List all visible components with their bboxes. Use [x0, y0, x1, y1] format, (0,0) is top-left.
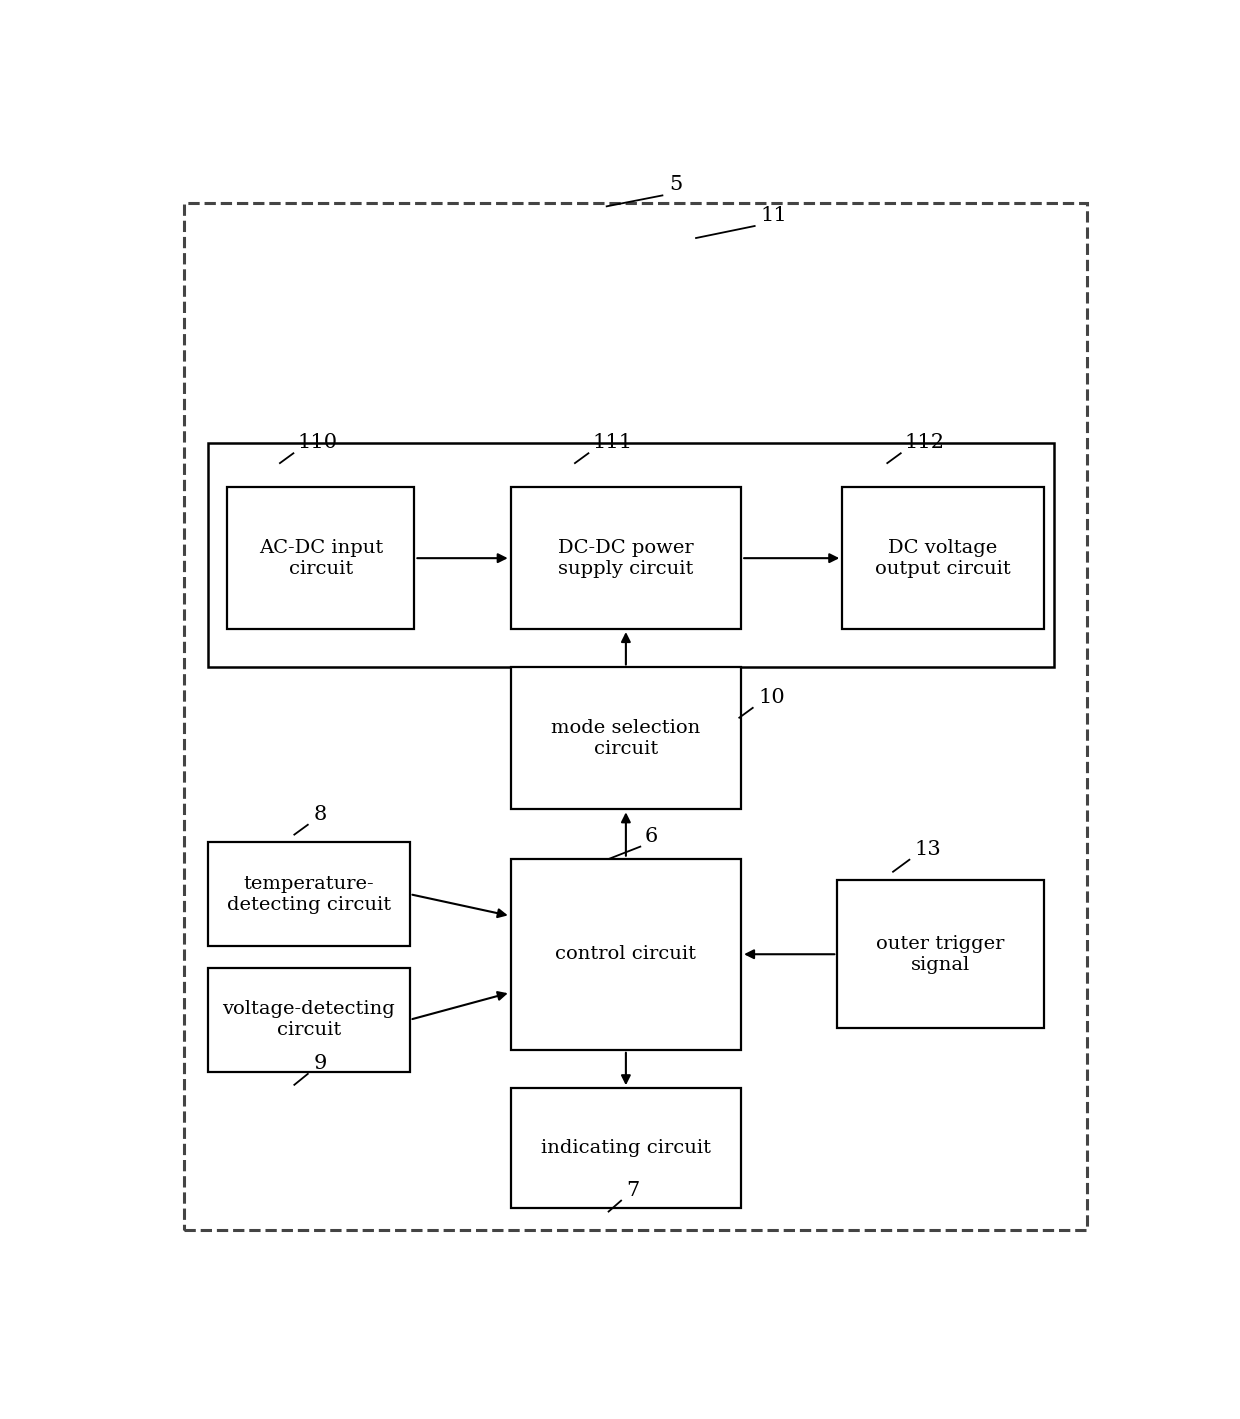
- Text: 112: 112: [905, 433, 945, 453]
- Text: DC-DC power
supply circuit: DC-DC power supply circuit: [558, 539, 693, 578]
- Text: temperature-
detecting circuit: temperature- detecting circuit: [227, 874, 391, 914]
- Text: 7: 7: [626, 1181, 639, 1199]
- Bar: [511, 858, 742, 1050]
- Text: 5: 5: [670, 176, 682, 194]
- Text: 111: 111: [593, 433, 632, 453]
- Text: 6: 6: [645, 826, 658, 846]
- Bar: [511, 1088, 742, 1209]
- Text: voltage-detecting
circuit: voltage-detecting circuit: [222, 1000, 396, 1039]
- Bar: [208, 843, 409, 946]
- Text: 9: 9: [314, 1054, 327, 1073]
- Bar: [511, 487, 742, 629]
- Text: outer trigger
signal: outer trigger signal: [877, 935, 1004, 973]
- Text: 11: 11: [760, 206, 787, 224]
- Text: 13: 13: [914, 840, 941, 858]
- Text: DC voltage
output circuit: DC voltage output circuit: [875, 539, 1011, 578]
- Text: 110: 110: [298, 433, 337, 453]
- Bar: [208, 968, 409, 1071]
- Bar: [837, 880, 1044, 1027]
- Bar: [842, 487, 1044, 629]
- Bar: [511, 667, 742, 809]
- Text: mode selection
circuit: mode selection circuit: [552, 719, 701, 758]
- Text: 8: 8: [314, 805, 327, 823]
- Text: control circuit: control circuit: [556, 945, 697, 964]
- Text: 10: 10: [759, 688, 785, 707]
- Text: indicating circuit: indicating circuit: [541, 1139, 711, 1156]
- Bar: [227, 487, 414, 629]
- Bar: [208, 443, 1054, 667]
- Text: AC-DC input
circuit: AC-DC input circuit: [259, 539, 383, 578]
